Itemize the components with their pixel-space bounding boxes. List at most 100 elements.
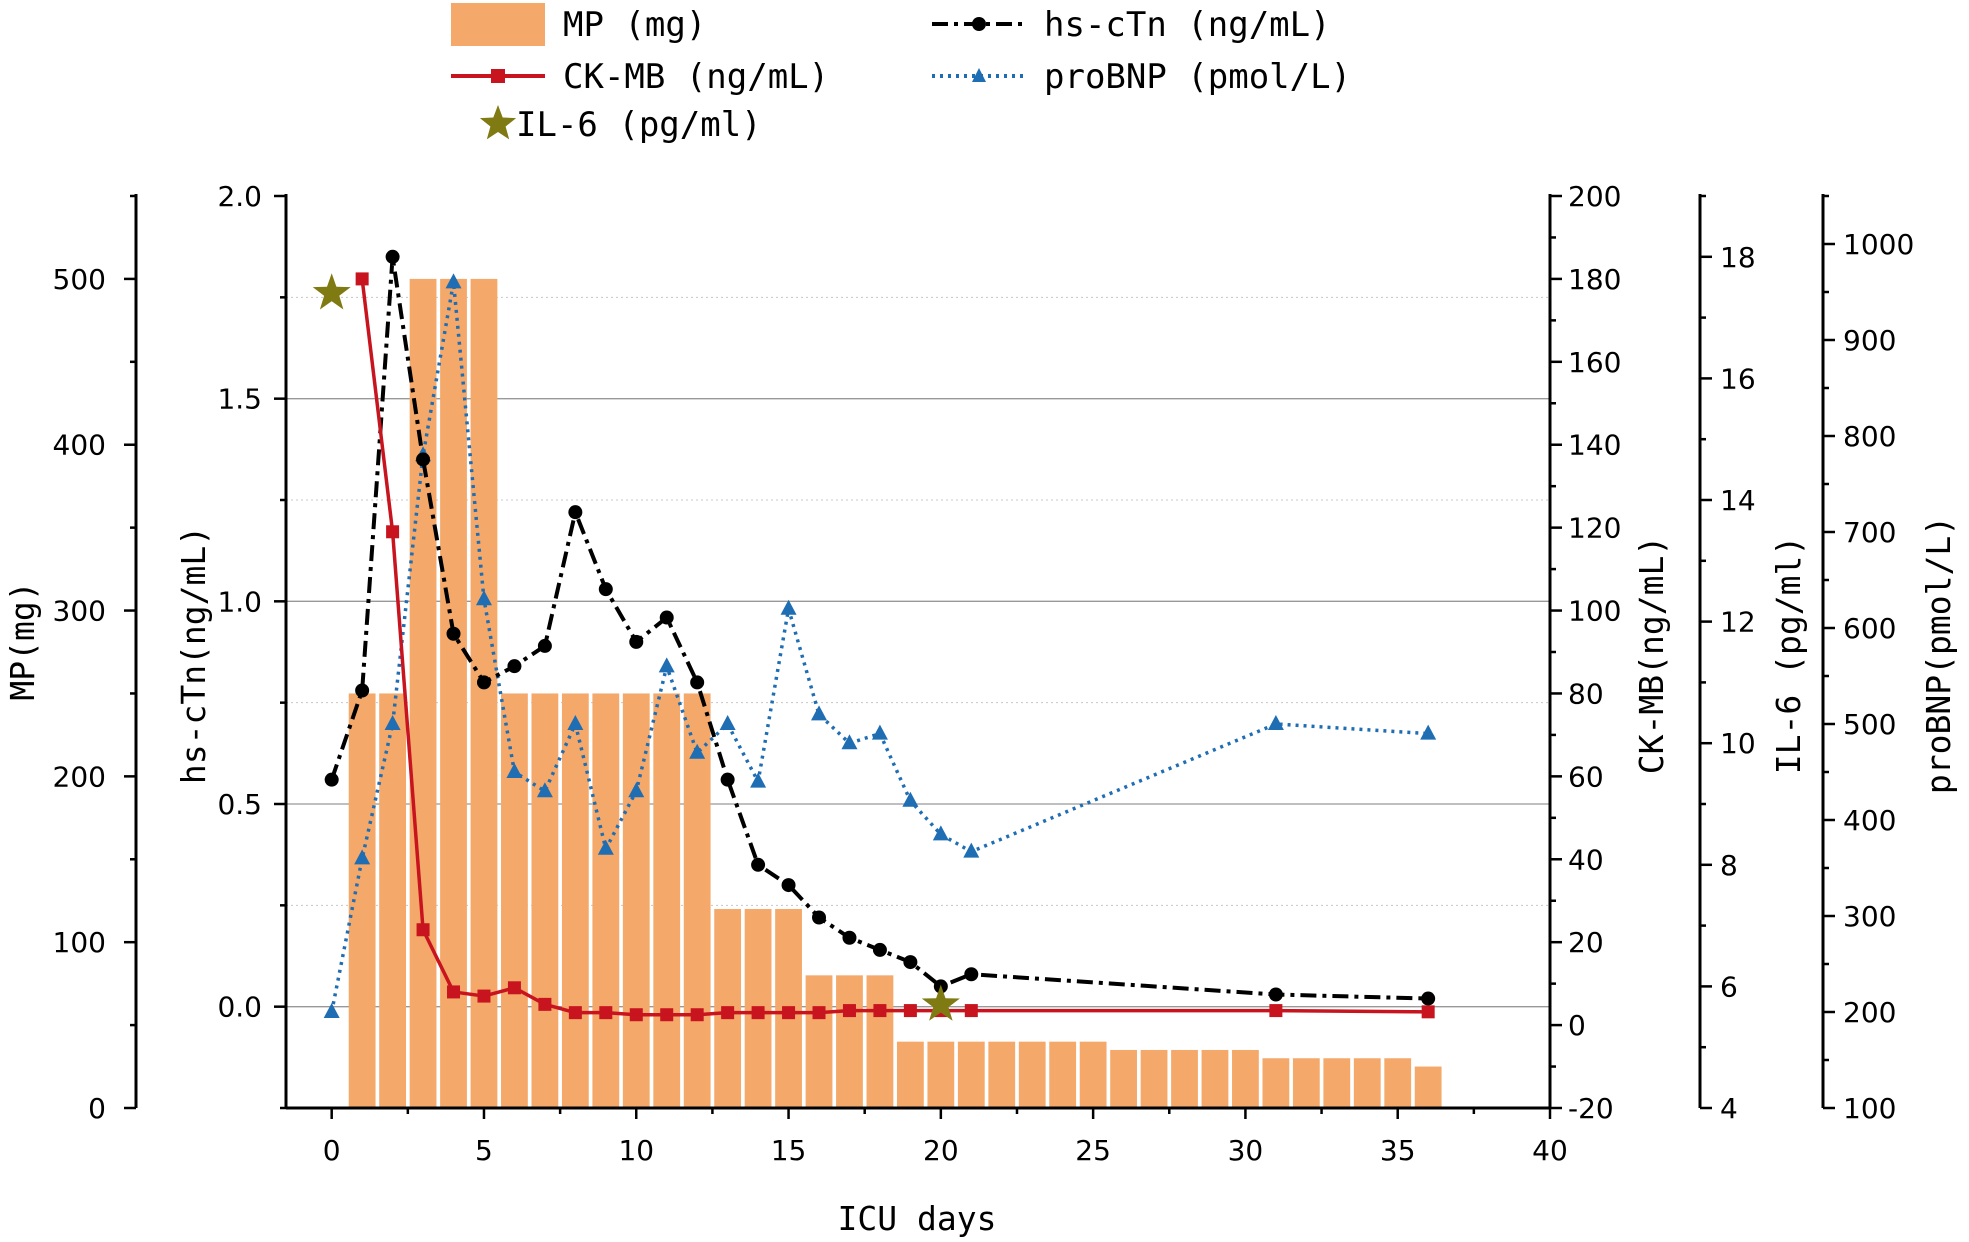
probnp-point bbox=[719, 715, 736, 730]
ck-mb-tick-label: 20 bbox=[1568, 926, 1604, 959]
x-tick-label: 15 bbox=[771, 1134, 807, 1167]
mp-bar bbox=[1140, 1049, 1168, 1108]
hs-ctn-point bbox=[1421, 991, 1436, 1006]
ck-mb-tick-label: 80 bbox=[1568, 677, 1604, 710]
probnp-point bbox=[1267, 715, 1284, 730]
ck-mb-tick-label: 60 bbox=[1568, 760, 1604, 793]
il6-tick-label: 12 bbox=[1720, 606, 1756, 639]
ck-mb-tick-label: 160 bbox=[1568, 346, 1621, 379]
mp-bar bbox=[1201, 1049, 1229, 1108]
hs-ctn-point bbox=[720, 772, 735, 787]
ck-mb-tick-label: 0 bbox=[1568, 1009, 1586, 1042]
probnp-point bbox=[963, 842, 980, 858]
il6-point bbox=[312, 273, 351, 310]
legend-label-mp: MP (mg) bbox=[563, 5, 706, 45]
ck-mb-point bbox=[721, 1006, 735, 1020]
probnp-point bbox=[932, 825, 949, 841]
ck-mb-point bbox=[842, 1004, 856, 1018]
il6-tick-label: 6 bbox=[1720, 970, 1738, 1003]
probnp-tick-label: 300 bbox=[1843, 900, 1896, 933]
probnp-tick-label: 200 bbox=[1843, 996, 1896, 1029]
mp-bar bbox=[927, 1041, 955, 1108]
hs-ctn-point bbox=[1268, 987, 1283, 1002]
hs-ctn-point bbox=[781, 878, 796, 893]
probnp-tick-label: 400 bbox=[1843, 804, 1896, 837]
il6-tick-label: 10 bbox=[1720, 727, 1756, 760]
probnp-point bbox=[841, 734, 858, 750]
mp-bar bbox=[1079, 1041, 1107, 1108]
hs-ctn-point bbox=[872, 942, 887, 957]
hs-ctn-point bbox=[964, 967, 979, 982]
ck-mb-point bbox=[1269, 1004, 1283, 1018]
legend-swatch-hs-ctn bbox=[932, 17, 1026, 31]
hs-ctn-point bbox=[476, 675, 491, 690]
x-tick-label: 20 bbox=[923, 1134, 959, 1167]
ck-mb-point bbox=[1421, 1005, 1435, 1019]
probnp-point bbox=[445, 273, 462, 289]
x-axis-title: ICU days bbox=[838, 1199, 997, 1238]
ck-mb-point bbox=[751, 1006, 765, 1020]
il6-tick-label: 4 bbox=[1720, 1092, 1738, 1125]
hs-ctn-point bbox=[446, 626, 461, 641]
ck-mb-point bbox=[355, 272, 369, 286]
legend-label-hs-ctn: hs-cTn (ng/mL) bbox=[1044, 5, 1331, 45]
mp-bar bbox=[1110, 1049, 1137, 1108]
legend-label-ck-mb: CK-MB (ng/mL) bbox=[563, 57, 829, 97]
ck-mb-tick-label: 140 bbox=[1568, 429, 1621, 462]
ck-mb-point bbox=[447, 985, 461, 999]
ck-mb-point bbox=[568, 1006, 582, 1020]
hs-ctn-point bbox=[416, 452, 431, 467]
probnp-point bbox=[811, 705, 828, 721]
mp-bar bbox=[561, 693, 589, 1108]
il6-axis-title: IL-6 (pg/ml) bbox=[1769, 536, 1808, 774]
probnp-tick-label: 100 bbox=[1843, 1092, 1896, 1125]
ck-mb-tick-label: -20 bbox=[1568, 1092, 1614, 1125]
probnp-point bbox=[597, 839, 614, 855]
mp-tick-label: 200 bbox=[53, 760, 106, 793]
ck-mb-axis-title: CK-MB(ng/mL) bbox=[1632, 536, 1671, 774]
hs-ctn-point bbox=[385, 249, 400, 264]
x-tick-label: 25 bbox=[1075, 1134, 1111, 1167]
mp-tick-label: 0 bbox=[88, 1092, 106, 1125]
ck-mb-point bbox=[507, 981, 521, 995]
mp-tick-label: 500 bbox=[53, 263, 106, 296]
ck-mb-point bbox=[903, 1004, 917, 1018]
ck-mb-point bbox=[690, 1008, 704, 1022]
ck-mb-point bbox=[386, 525, 400, 539]
probnp-point bbox=[475, 590, 492, 606]
x-tick-label: 0 bbox=[323, 1134, 341, 1167]
probnp-point bbox=[323, 1003, 340, 1018]
x-tick-label: 5 bbox=[475, 1134, 493, 1167]
probnp-point bbox=[871, 724, 888, 740]
legend-label-il6: IL-6 (pg/ml) bbox=[516, 105, 762, 145]
hs-ctn-point bbox=[507, 659, 522, 674]
ck-mb-point bbox=[416, 923, 430, 937]
il6-tick-label: 8 bbox=[1720, 849, 1738, 882]
mp-bar bbox=[653, 693, 681, 1108]
il6-star-icon bbox=[479, 105, 517, 140]
probnp-point bbox=[567, 715, 584, 730]
mp-bar bbox=[1018, 1041, 1046, 1108]
mp-tick-label: 300 bbox=[53, 595, 106, 628]
probnp-point bbox=[689, 743, 706, 759]
hs-ctn-point bbox=[690, 675, 705, 690]
mp-tick-label: 100 bbox=[53, 926, 106, 959]
probnp-point bbox=[536, 782, 553, 798]
x-tick-label: 30 bbox=[1228, 1134, 1264, 1167]
mp-tick-label: 400 bbox=[53, 429, 106, 462]
il6-tick-label: 16 bbox=[1720, 362, 1756, 395]
axes: 0 5 10 15 20 25 30 35 4001002003004005000.00.51.… bbox=[53, 180, 1915, 1167]
ck-mb-point bbox=[538, 997, 552, 1011]
probnp-tick-label: 700 bbox=[1843, 516, 1896, 549]
mp-bar bbox=[1384, 1058, 1412, 1108]
hs-ctn-tick-label: 0.5 bbox=[217, 788, 262, 821]
hs-ctn-point bbox=[355, 683, 370, 698]
mp-bar bbox=[1353, 1058, 1381, 1108]
mp-bar bbox=[531, 693, 559, 1108]
x-tick-label: 40 bbox=[1532, 1134, 1568, 1167]
mp-bar bbox=[1171, 1049, 1198, 1108]
hs-ctn-point bbox=[629, 634, 644, 649]
probnp-tick-label: 1000 bbox=[1843, 228, 1914, 261]
hs-ctn-point bbox=[812, 910, 827, 925]
mp-bar bbox=[805, 975, 833, 1108]
